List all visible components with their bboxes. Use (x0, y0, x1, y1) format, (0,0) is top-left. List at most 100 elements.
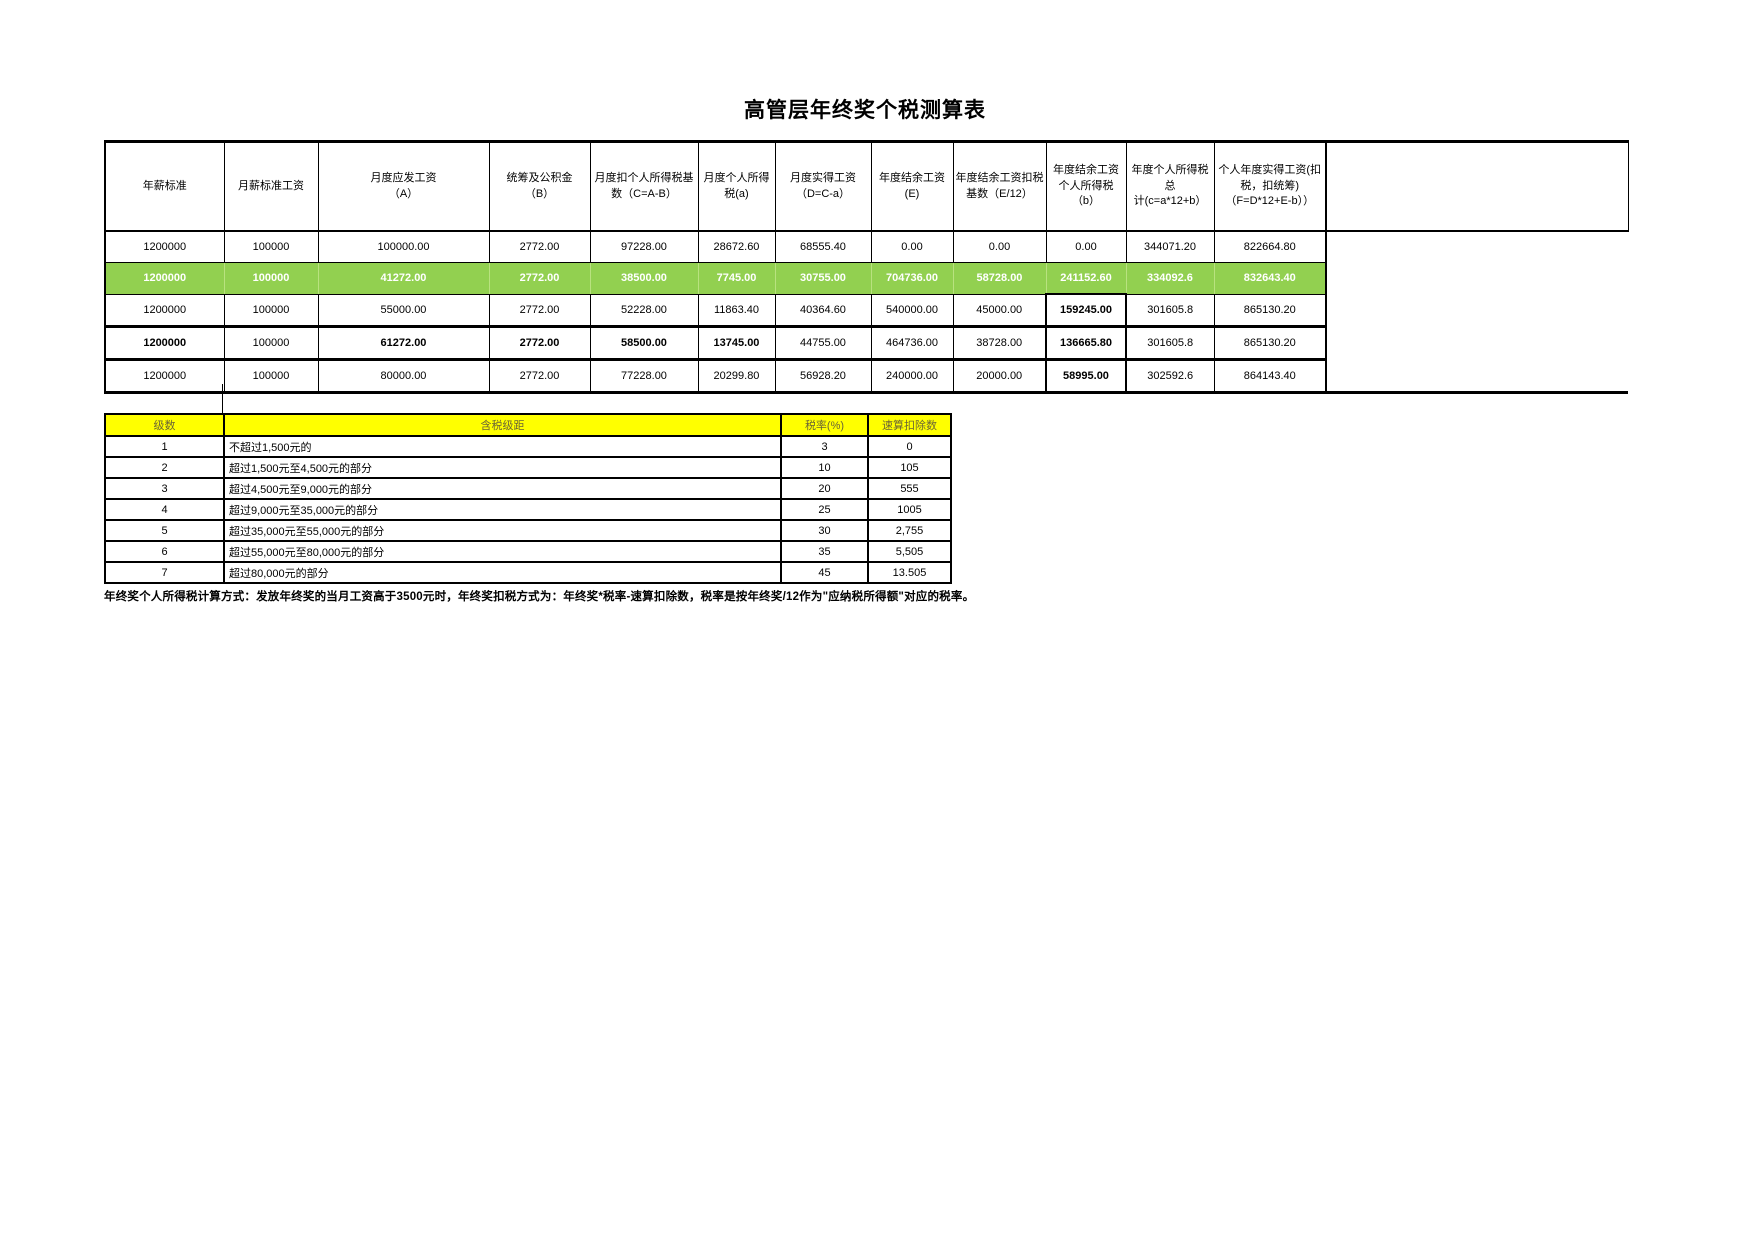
table-row: 5 超过35,000元至55,000元的部分 30 2,755 (104, 519, 952, 542)
main-table-header-row: 年薪标准 月薪标准工资 月度应发工资 （A） 统筹及公积金 （B） 月度扣个人所得税基 … (104, 141, 1629, 232)
cell: 5 (104, 519, 225, 542)
cell: 超过9,000元至35,000元的部分 (223, 498, 782, 521)
cell: 100000 (223, 293, 319, 327)
table-row: 3 超过4,500元至9,000元的部分 20 555 (104, 477, 952, 500)
cell: 超过1,500元至4,500元的部分 (223, 456, 782, 479)
table-row: 1 不超过1,500元的 3 0 (104, 435, 952, 458)
cell: 38728.00 (952, 325, 1047, 361)
tax-table-body: 1 不超过1,500元的 3 0 2 超过1,500元至4,500元的部分 10 105 3 超过… (104, 435, 952, 584)
column-header: 含税级距 (223, 413, 782, 437)
cell: 100000 (223, 359, 319, 393)
main-table-body: 1200000 100000 100000.00 2772.00 97228.00 286… (104, 230, 1628, 394)
cell: 35 (780, 540, 869, 563)
table-row: 7 超过80,000元的部分 45 13.505 (104, 561, 952, 584)
cell: 30 (780, 519, 869, 542)
cell: 44755.00 (774, 325, 872, 361)
cell: 2 (104, 456, 225, 479)
cell: 30755.00 (774, 262, 872, 295)
column-header: 月度实得工资 （D=C-a） (774, 141, 872, 232)
column-connector-line (222, 384, 223, 414)
cell: 80000.00 (317, 359, 490, 393)
cell: 97228.00 (589, 230, 699, 263)
column-header: 个人年度实得工资(扣 税，扣统筹) （F=D*12+E-b）） (1213, 141, 1327, 232)
cell: 540000.00 (870, 293, 954, 327)
cell: 56928.20 (774, 359, 872, 393)
cell: 超过35,000元至55,000元的部分 (223, 519, 782, 542)
cell: 832643.40 (1213, 262, 1327, 295)
page-title: 高管层年终奖个税测算表 (744, 99, 986, 122)
cell: 77228.00 (589, 359, 699, 393)
cell: 41272.00 (317, 262, 490, 295)
cell: 7745.00 (697, 262, 776, 295)
cell: 13.505 (867, 561, 952, 584)
cell: 6 (104, 540, 225, 563)
cell: 不超过1,500元的 (223, 435, 782, 458)
column-header: 年度个人所得税总 计(c=a*12+b） (1125, 141, 1215, 232)
table-row: 6 超过55,000元至80,000元的部分 35 5,505 (104, 540, 952, 563)
cell: 865130.20 (1213, 325, 1327, 361)
cell: 1 (104, 435, 225, 458)
column-header: 速算扣除数 (867, 413, 952, 437)
column-header: 年度结余工资扣税 基数（E/12） (952, 141, 1047, 232)
cell: 4 (104, 498, 225, 521)
cell: 55000.00 (317, 293, 490, 327)
cell: 3 (104, 477, 225, 500)
cell: 5,505 (867, 540, 952, 563)
table-row: 1200000 100000 80000.00 2772.00 77228.00 2029… (104, 358, 1628, 394)
tax-bracket-table-wrap: 级数 含税级距 税率(%) 速算扣除数 1 不超过1,500元的 3 0 2 超过1,500元至… (104, 413, 952, 584)
cell: 45000.00 (952, 293, 1047, 327)
cell: 20 (780, 477, 869, 500)
cell: 38500.00 (589, 262, 699, 295)
cell: 865130.20 (1213, 293, 1327, 327)
cell: 464736.00 (870, 325, 954, 361)
cell: 20299.80 (697, 359, 776, 393)
cell: 1200000 (104, 325, 225, 361)
empty-right-region (1325, 141, 1629, 232)
cell: 58500.00 (589, 325, 699, 361)
cell: 0.00 (952, 230, 1047, 263)
cell: 0 (867, 435, 952, 458)
cell: 1200000 (104, 230, 225, 263)
table-row: 4 超过9,000元至35,000元的部分 25 1005 (104, 498, 952, 521)
cell: 555 (867, 477, 952, 500)
cell: 334092.6 (1125, 262, 1215, 295)
cell: 1200000 (104, 262, 225, 295)
table-row: 1200000 100000 55000.00 2772.00 52228.00 1186… (104, 293, 1628, 328)
cell: 68555.40 (774, 230, 872, 263)
bonus-tax-calculation-table: 年薪标准 月薪标准工资 月度应发工资 （A） 统筹及公积金 （B） 月度扣个人所得税基 … (104, 140, 1629, 394)
cell: 241152.60 (1045, 262, 1127, 295)
cell: 2772.00 (488, 293, 591, 327)
cell: 13745.00 (697, 325, 776, 361)
cell: 344071.20 (1125, 230, 1215, 263)
column-header: 年薪标准 (104, 141, 225, 232)
column-header: 月薪标准工资 (223, 141, 319, 232)
column-header: 税率(%) (780, 413, 869, 437)
cell: 2772.00 (488, 325, 591, 361)
cell: 0.00 (1045, 230, 1127, 263)
cell: 10 (780, 456, 869, 479)
column-header: 级数 (104, 413, 225, 437)
cell: 1200000 (104, 293, 225, 327)
cell: 100000 (223, 262, 319, 295)
cell: 61272.00 (317, 325, 490, 361)
cell: 100000 (223, 325, 319, 361)
cell: 超过4,500元至9,000元的部分 (223, 477, 782, 500)
bonus-tax-calculation-table-wrap: 年薪标准 月薪标准工资 月度应发工资 （A） 统筹及公积金 （B） 月度扣个人所得税基 … (104, 140, 1629, 394)
column-header: 月度扣个人所得税基 数（C=A-B） (589, 141, 699, 232)
cell: 58995.00 (1045, 358, 1127, 394)
cell: 7 (104, 561, 225, 584)
cell: 52228.00 (589, 293, 699, 327)
cell: 28672.60 (697, 230, 776, 263)
column-header: 年度结余工资 个人所得税 （b） (1045, 141, 1127, 232)
cell: 超过80,000元的部分 (223, 561, 782, 584)
cell: 864143.40 (1213, 359, 1327, 393)
cell: 302592.6 (1125, 359, 1215, 393)
cell: 704736.00 (870, 262, 954, 295)
cell: 20000.00 (952, 359, 1047, 393)
cell: 159245.00 (1045, 293, 1127, 328)
cell: 2772.00 (488, 359, 591, 393)
column-header: 月度应发工资 （A） (317, 141, 490, 232)
table-row: 1200000 100000 61272.00 2772.00 58500.00 1374… (104, 325, 1628, 361)
tax-table-header-row: 级数 含税级距 税率(%) 速算扣除数 (104, 413, 952, 437)
cell: 822664.80 (1213, 230, 1327, 263)
